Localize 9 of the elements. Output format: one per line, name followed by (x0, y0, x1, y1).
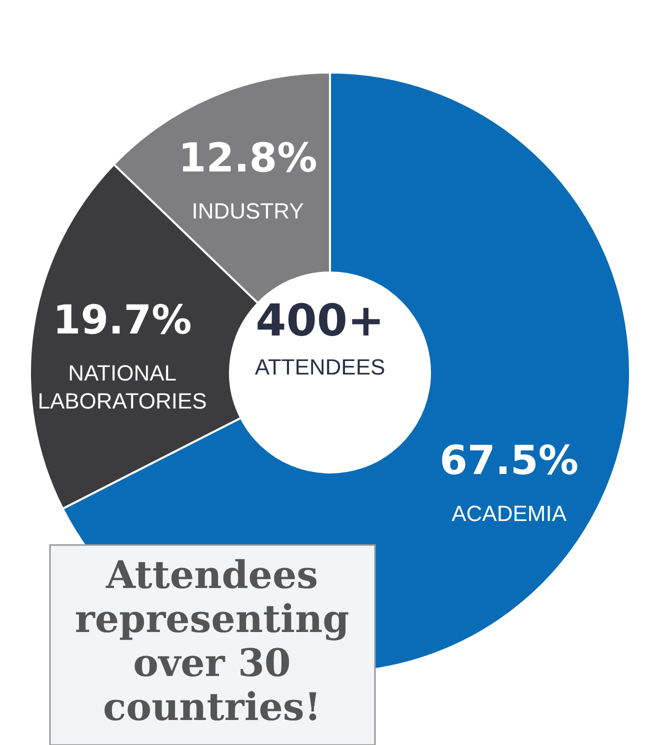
data-label: 12.8% (178, 135, 318, 182)
slice-label: INDUSTRY (192, 198, 304, 224)
data-label: 19.7% (52, 298, 192, 344)
slice-label: ACADEMIA (452, 501, 567, 526)
text: Attendees representing over 30 countries! (74, 552, 350, 729)
slice-label: NATIONAL LABORATORIES (38, 360, 207, 414)
text: 400+ (256, 296, 384, 346)
data-label: 67.5% (440, 438, 578, 484)
text: ATTENDEES (254, 354, 386, 380)
